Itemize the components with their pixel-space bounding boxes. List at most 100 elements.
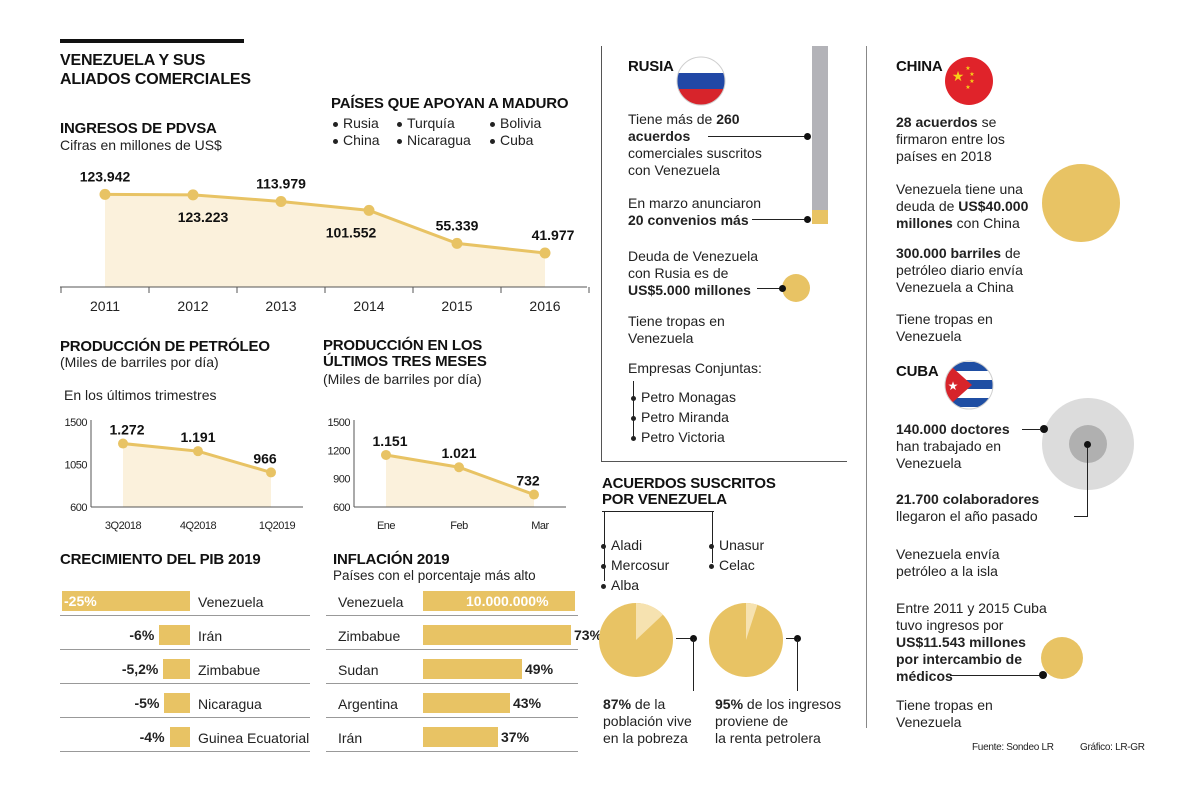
agreements-line xyxy=(602,511,714,512)
small-chart-x-tick: 1Q2019 xyxy=(259,520,296,532)
pdvsa-point xyxy=(275,195,287,207)
pdvsa-data-label: 113.979 xyxy=(256,175,306,191)
pdvsa-tick-label: 2011 xyxy=(90,298,120,314)
inflation-row: Irán 37% xyxy=(326,725,578,752)
connector-dot xyxy=(804,133,811,140)
agreements-heading: ACUERDOS SUSCRITOS POR VENEZUELA xyxy=(602,475,776,508)
pdvsa-tick-label: 2013 xyxy=(265,298,296,314)
small-chart-y-tick: 1050 xyxy=(65,460,88,472)
pib-value-label: -5% xyxy=(134,695,160,711)
inflation-row: Sudan 49% xyxy=(326,657,578,684)
pdvsa-tick-label: 2015 xyxy=(441,298,472,314)
agreement-item: Aladi xyxy=(601,537,669,557)
connector-dot xyxy=(779,285,786,292)
agreement-item: Mercosur xyxy=(601,557,669,577)
russia-left-rule xyxy=(601,46,602,461)
footer-graphic: Gráfico: LR-GR xyxy=(1080,742,1145,753)
inflation-bar xyxy=(423,625,571,645)
pib-row: -6% Irán xyxy=(60,623,310,650)
russia-troops-text: Tiene tropas en Venezuela xyxy=(628,313,725,346)
inflation-row: Zimbabue 73% xyxy=(326,623,602,650)
small-chart-area xyxy=(386,454,534,507)
connector-line xyxy=(950,675,1042,676)
pib-category-label: Nicaragua xyxy=(198,696,262,712)
poverty-text: 87% de la población vive en la pobreza xyxy=(603,696,692,746)
pdvsa-chart: 123.942 2011 123.223 2012 113.979 2013 101.552… xyxy=(60,170,590,314)
pdvsa-title: INGRESOS DE PDVSA xyxy=(60,120,217,137)
russia-debt-circle xyxy=(782,274,810,302)
pdvsa-data-label: 123.942 xyxy=(80,170,131,184)
china-agreements-text: 28 acuerdos se firmaron entre los países… xyxy=(896,114,1005,164)
russia-agreements-bar xyxy=(812,46,828,224)
pib-value-label: -5,2% xyxy=(121,661,159,677)
pib-row: -25% Venezuela xyxy=(60,589,310,616)
connector-line xyxy=(786,638,798,639)
russia-title: RUSIA xyxy=(628,58,674,75)
pib-category-label: Venezuela xyxy=(198,594,264,610)
small-chart-y-tick: 1500 xyxy=(328,417,351,429)
small-chart-x-tick: Ene xyxy=(377,520,395,532)
svg-text:★: ★ xyxy=(948,379,959,393)
connector-dot xyxy=(1040,425,1048,433)
pdvsa-tick-label: 2016 xyxy=(529,298,560,314)
oil-production-title: PRODUCCIÓN DE PETRÓLEO xyxy=(60,338,270,355)
small-chart-data-label: 732 xyxy=(516,473,540,489)
companies-bracket xyxy=(633,381,634,438)
pdvsa-point xyxy=(99,188,111,200)
company-item: Petro Miranda xyxy=(631,409,736,429)
ally-item: Turquía xyxy=(397,115,455,132)
pib-bar xyxy=(169,727,190,747)
oil-production-chart: 1500 1050 600 1.272 3Q2018 1.191 4Q2018 966 1Q20… xyxy=(65,417,303,532)
small-chart-y-tick: 600 xyxy=(333,502,350,514)
ally-item: Cuba xyxy=(490,132,533,149)
china-debt-text: Venezuela tiene una deuda de US$40.000 m… xyxy=(896,181,1029,231)
pdvsa-data-label: 123.223 xyxy=(178,209,229,225)
months-subtitle: (Miles de barriles por día) xyxy=(323,371,482,387)
agreements-right-list: Unasur Celac xyxy=(709,537,764,577)
small-chart-point xyxy=(193,446,203,457)
agreements-bracket-right xyxy=(712,511,713,563)
months-title: PRODUCCIÓN EN LOS ÚLTIMOS TRES MESES xyxy=(323,337,487,370)
column-divider xyxy=(866,46,867,728)
pdvsa-data-label: 101.552 xyxy=(326,224,377,240)
cuba-doctors-text: 140.000 doctores han trabajado en Venezu… xyxy=(896,421,1010,471)
oil-income-pie-chart xyxy=(709,603,783,677)
cuba-title: CUBA xyxy=(896,363,939,380)
inflation-value-label: 37% xyxy=(501,729,530,745)
inflation-title: INFLACIÓN 2019 xyxy=(333,551,450,568)
small-chart-y-tick: 1500 xyxy=(65,417,88,429)
ally-item: Rusia xyxy=(333,115,379,132)
small-chart-x-tick: Feb xyxy=(450,520,468,532)
russia-bottom-rule xyxy=(601,461,847,462)
connector-line xyxy=(757,288,785,289)
small-chart-data-label: 1.191 xyxy=(180,429,215,445)
cuba-income-circle xyxy=(1041,637,1083,679)
pdvsa-tick-label: 2014 xyxy=(353,298,384,314)
pib-category-label: Zimbabue xyxy=(198,662,261,678)
cuba-troops-text: Tiene tropas en Venezuela xyxy=(896,697,993,730)
pdvsa-point xyxy=(451,237,463,249)
oil-production-subtitle: (Miles de barriles por día) xyxy=(60,354,219,370)
main-title: VENEZUELA Y SUS ALIADOS COMERCIALES xyxy=(60,52,251,88)
china-debt-circle xyxy=(1042,164,1120,242)
pib-bar xyxy=(163,659,190,679)
connector-dot xyxy=(794,635,801,642)
connector-line xyxy=(797,639,798,691)
agreement-item: Unasur xyxy=(709,537,764,557)
china-flag-icon: ★ ★ ★ ★ ★ xyxy=(945,57,993,105)
pib-bar xyxy=(159,625,190,645)
ally-item: Bolivia xyxy=(490,115,541,132)
oil-production-note: En los últimos trimestres xyxy=(64,387,217,403)
pdvsa-data-label: 41.977 xyxy=(532,227,575,243)
agreement-item: Celac xyxy=(709,557,764,577)
cuba-flag-icon: ★ xyxy=(944,360,994,410)
russia-agreements-text: Tiene más de 260 acuerdos comerciales su… xyxy=(628,111,762,178)
russia-companies-list: Petro Monagas Petro Miranda Petro Victor… xyxy=(631,389,736,449)
pib-row: -5,2% Zimbabue xyxy=(60,657,310,684)
title-rule xyxy=(60,39,244,43)
pib-title: CRECIMIENTO DEL PIB 2019 xyxy=(60,551,261,568)
small-chart-data-label: 1.272 xyxy=(109,422,144,438)
inflation-row: Venezuela 10.000.000% xyxy=(326,589,674,616)
poverty-pie-chart xyxy=(599,603,673,677)
china-barrels-text: 300.000 barriles de petróleo diario enví… xyxy=(896,245,1023,295)
